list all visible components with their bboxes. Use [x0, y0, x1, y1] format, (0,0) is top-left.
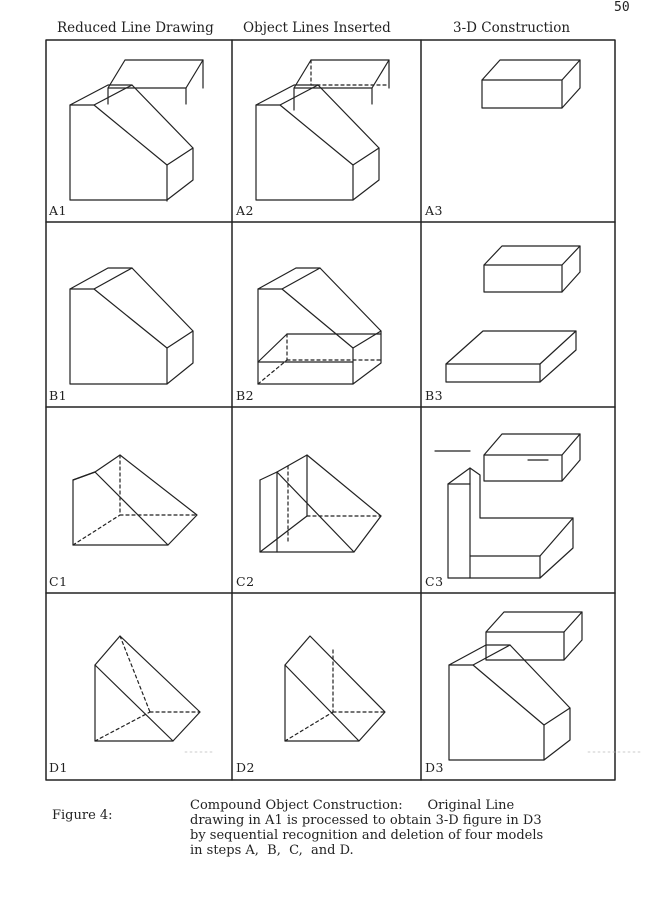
grid-lines: [45, 39, 616, 781]
caption-line: in steps A, B, C, and D.: [190, 843, 354, 858]
drawing-c2: [259, 454, 382, 553]
cell-label-d2: D2: [236, 760, 255, 775]
cell-label-b3: B3: [425, 388, 444, 403]
cell-label-b2: B2: [236, 388, 255, 403]
column-header-object-lines-inserted: Object Lines Inserted: [243, 20, 391, 36]
cell-label-a3: A3: [425, 203, 443, 218]
drawing-a3: [481, 59, 581, 109]
cell-label-b1: B1: [49, 388, 68, 403]
cell-label-a1: A1: [49, 203, 67, 218]
cell-label-a2: A2: [236, 203, 254, 218]
drawing-d3: [448, 611, 583, 761]
drawing-d1: [94, 635, 201, 742]
drawing-c3: [434, 433, 581, 579]
drawing-a1: [69, 59, 204, 202]
column-header-3d-construction: 3-D Construction: [453, 20, 571, 36]
cell-label-d3: D3: [425, 760, 444, 775]
caption-line: Compound Object Construction: Original L…: [190, 798, 515, 813]
drawing-d2: [284, 635, 386, 742]
drawing-b1: [69, 267, 194, 385]
drawing-a2: [255, 59, 390, 201]
cell-label-c1: C1: [49, 574, 68, 589]
page-number: 50: [614, 0, 630, 15]
caption-line: drawing in A1 is processed to obtain 3-D…: [190, 813, 542, 828]
cell-label-c2: C2: [236, 574, 255, 589]
drawing-b2: [257, 267, 382, 385]
drawing-b3: [445, 245, 581, 383]
figure-caption: Compound Object Construction: Original L…: [190, 798, 620, 858]
drawing-c1: [72, 454, 198, 546]
caption-line: by sequential recognition and deletion o…: [190, 828, 544, 843]
cell-label-d1: D1: [49, 760, 68, 775]
column-header-reduced-line-drawing: Reduced Line Drawing: [57, 20, 214, 36]
figure-label: Figure 4:: [52, 808, 113, 823]
cell-label-c3: C3: [425, 574, 444, 589]
